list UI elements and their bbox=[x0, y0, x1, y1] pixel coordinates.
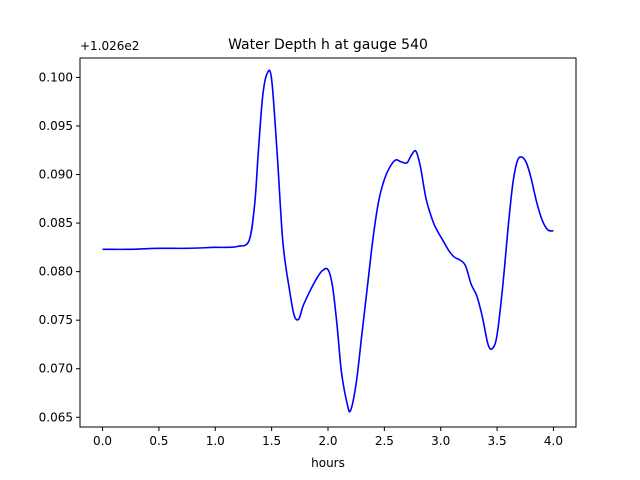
y-offset-label: +1.026e2 bbox=[80, 39, 139, 53]
x-tick-label: 1.0 bbox=[206, 434, 225, 448]
series-line bbox=[102, 69, 554, 413]
x-tick-label: 0.5 bbox=[149, 434, 168, 448]
axes-frame bbox=[79, 57, 577, 428]
tick-group: 0.0 0.5 1.0 1.5 2.0 2.5 3.0 3.5 4.0 0.065 0.070 0.0… bbox=[39, 70, 563, 448]
x-tick-label: 0.0 bbox=[93, 434, 112, 448]
y-tick-label: 0.090 bbox=[39, 168, 73, 182]
y-tick-label: 0.095 bbox=[39, 119, 73, 133]
x-tick-label: 4.0 bbox=[544, 434, 563, 448]
y-tick-label: 0.065 bbox=[39, 410, 73, 424]
x-tick-label: 2.0 bbox=[318, 434, 337, 448]
x-tick-label: 3.0 bbox=[431, 434, 450, 448]
x-tick-label: 2.5 bbox=[375, 434, 394, 448]
chart-title: Water Depth h at gauge 540 bbox=[228, 37, 428, 53]
x-tick-label: 1.5 bbox=[262, 434, 281, 448]
y-tick-label: 0.070 bbox=[39, 362, 73, 376]
plot-area bbox=[80, 58, 576, 427]
x-axis-label: hours bbox=[311, 456, 345, 470]
x-tick-label: 3.5 bbox=[488, 434, 507, 448]
y-tick-label: 0.085 bbox=[39, 216, 73, 230]
y-tick-label: 0.080 bbox=[39, 265, 73, 279]
y-tick-label: 0.075 bbox=[39, 313, 73, 327]
y-tick-label: 0.100 bbox=[39, 70, 73, 84]
